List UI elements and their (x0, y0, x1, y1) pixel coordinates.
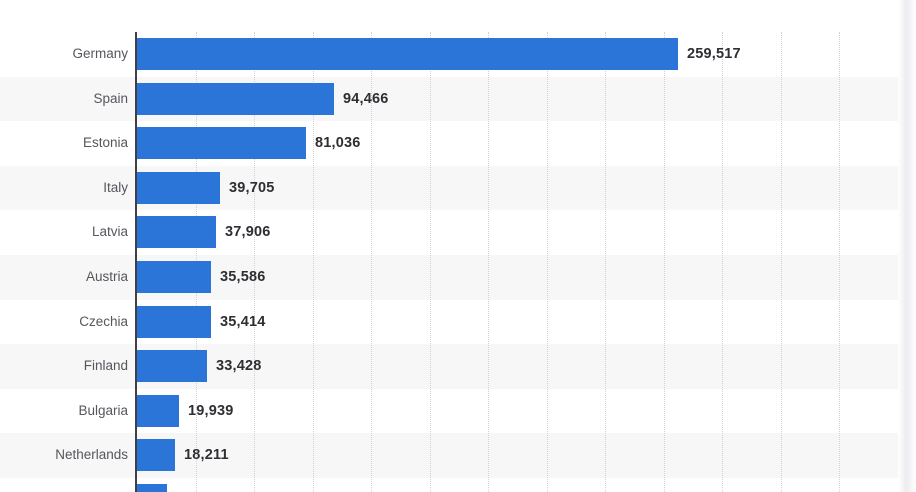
bar-value-label: 259,517 (687, 46, 741, 62)
category-label-czechia: Czechia (79, 313, 128, 329)
category-label-austria: Austria (85, 269, 128, 284)
category-axis-labels: Germany Spain Estonia Italy Latvia Austria Cze… (0, 32, 128, 492)
bar-row-truncated[interactable] (0, 478, 898, 492)
bar-value-label: 94,466 (343, 90, 389, 107)
gridline (488, 32, 490, 492)
bar-value-label: 33,428 (216, 358, 262, 375)
category-label-italy: Italy (103, 179, 128, 195)
bar-row[interactable]: 19,939 (0, 389, 898, 434)
bar-truncated[interactable] (137, 484, 167, 492)
bar-czechia[interactable] (137, 305, 211, 338)
gridline (664, 32, 666, 492)
bar-row[interactable]: 33,428 (0, 344, 898, 389)
bars: 259,517 94,466 81,036 39,705 37,906 35,586 35,… (0, 32, 898, 492)
plot-area: 259,517 94,466 81,036 39,705 37,906 35,586 35,… (0, 32, 898, 492)
bar-latvia[interactable] (137, 216, 216, 249)
bar-netherlands[interactable] (137, 439, 175, 472)
gridlines (0, 32, 898, 492)
bar-austria[interactable] (137, 261, 211, 293)
bar-row[interactable]: 81,036 (0, 121, 898, 166)
category-label-estonia: Estonia (82, 135, 128, 151)
gridline (313, 32, 315, 492)
bar-row[interactable]: 39,705 (0, 166, 898, 211)
bar-row[interactable]: 94,466 (0, 77, 898, 122)
bar-row[interactable]: 259,517 (0, 32, 898, 77)
bar-row[interactable]: 18,211 (0, 433, 898, 478)
gridline (547, 32, 549, 492)
bar-value-label: 37,906 (225, 224, 271, 241)
page-right-gutter (898, 0, 916, 492)
bar-row[interactable]: 35,586 (0, 255, 898, 300)
gridline (722, 32, 724, 492)
bar-row[interactable]: 35,414 (0, 300, 898, 345)
gridline (781, 32, 783, 492)
gridline (430, 32, 432, 492)
bar-row[interactable]: 37,906 (0, 210, 898, 255)
gridline (371, 32, 373, 492)
category-label-germany: Germany (72, 46, 128, 61)
bar-germany[interactable] (137, 38, 678, 70)
bar-value-label: 19,939 (188, 402, 234, 419)
bar-estonia[interactable] (137, 127, 306, 160)
category-label-bulgaria: Bulgaria (78, 402, 128, 418)
bar-bulgaria[interactable] (137, 394, 179, 427)
bar-value-label: 35,414 (220, 313, 266, 330)
bar-italy[interactable] (137, 171, 220, 204)
category-label-spain: Spain (93, 90, 128, 106)
gridline (605, 32, 607, 492)
bar-value-label: 39,705 (229, 179, 275, 196)
value-axis-line (135, 32, 137, 492)
gridline (254, 32, 256, 492)
bar-finland[interactable] (137, 350, 207, 383)
row-stripe (0, 478, 898, 492)
bar-value-label: 81,036 (315, 135, 361, 152)
bar-value-label: 35,586 (220, 269, 266, 285)
category-label-netherlands: Netherlands (55, 447, 128, 463)
bar-value-label: 18,211 (184, 447, 229, 464)
gridline (839, 32, 841, 492)
bar-spain[interactable] (137, 82, 334, 115)
category-label-finland: Finland (83, 358, 128, 374)
category-label-latvia: Latvia (91, 224, 128, 240)
